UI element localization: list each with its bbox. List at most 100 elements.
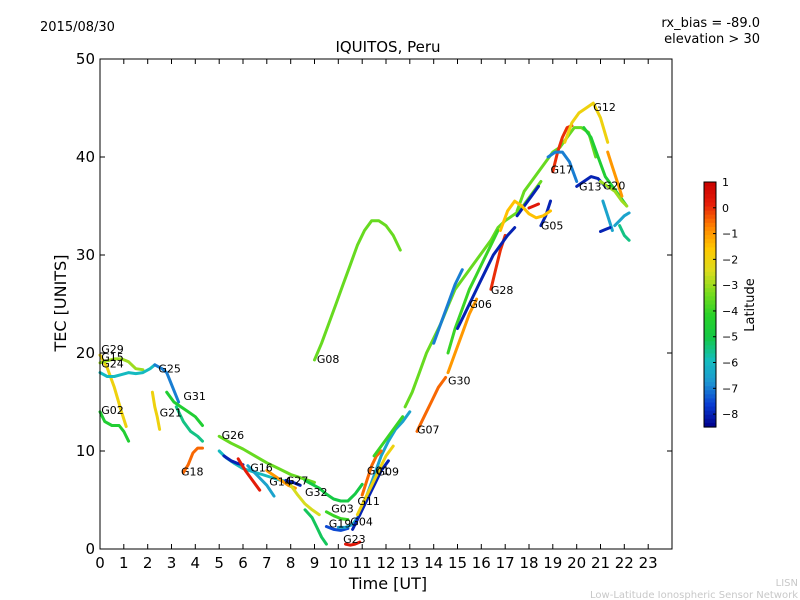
colorbar-tick-label: 0 (722, 202, 729, 215)
x-tick-label: 18 (519, 554, 538, 572)
y-tick-label: 40 (76, 148, 95, 166)
satellite-label: G17 (551, 164, 574, 177)
colorbar-segment (704, 263, 716, 269)
x-tick-label: 23 (639, 554, 658, 572)
x-tick-label: 2 (143, 554, 153, 572)
series-g09b-line (372, 415, 405, 458)
x-tick-label: 21 (591, 554, 610, 572)
satellite-label: G16 (250, 462, 273, 475)
series-g16c-line (236, 457, 262, 492)
colorbar-segment (704, 202, 716, 208)
colorbar-segment (704, 267, 716, 273)
y-axis-label: TEC [UNITS] (51, 255, 70, 353)
satellite-label: G30 (448, 374, 471, 387)
colorbar-tick-label: −5 (722, 331, 738, 344)
colorbar-tick-label: −8 (722, 408, 738, 421)
colorbar-segment (704, 280, 716, 285)
colorbar-segment (704, 406, 716, 412)
colorbar-segment (704, 312, 716, 318)
y-tick-label: 0 (85, 540, 95, 558)
series-g20d-line (618, 224, 631, 242)
satellite-label: G03 (331, 503, 354, 516)
colorbar-frame (703, 181, 717, 428)
series-g30-line (446, 297, 479, 375)
colorbar-segment (704, 373, 716, 379)
series-g12-line (563, 101, 610, 144)
x-tick-label: 11 (353, 554, 372, 572)
colorbar-segment (704, 271, 716, 277)
series-g07-line (415, 376, 448, 433)
series-g31b-line (174, 405, 204, 443)
colorbar-segment (704, 243, 716, 248)
x-tick-label: 5 (214, 554, 224, 572)
colorbar-segment (704, 251, 716, 257)
series-g11-line (351, 459, 390, 531)
satellite-label: G04 (350, 516, 373, 529)
series-g08-line (313, 219, 402, 362)
colorbar-segment (704, 206, 716, 212)
colorbar-segment (704, 218, 716, 224)
data-marks (98, 101, 631, 547)
series-g04-line (336, 410, 412, 529)
x-tick-label: 15 (448, 554, 467, 572)
satellite-label: G25 (158, 363, 181, 376)
series-g23-line (344, 540, 362, 547)
colorbar: 1 0 −1 −2 −3 −4 −5 −6 −7 −8 (703, 176, 738, 428)
colorbar-segment (704, 345, 716, 351)
series-g05b-line (527, 202, 540, 210)
series-g18-line (181, 446, 204, 475)
satellite-label: G19 (329, 517, 352, 530)
colorbar-segment (704, 410, 716, 416)
colorbar-segment (704, 329, 716, 334)
x-tick-label: 4 (191, 554, 201, 572)
series-g29-line (98, 353, 128, 428)
satellite-labels: G29G15G24G02G25G21G31G18G26G16G14G27G32G… (101, 101, 625, 546)
colorbar-segment (704, 275, 716, 281)
satellite-label: G02 (101, 404, 124, 417)
colorbar-segment (704, 292, 716, 297)
series-g32-line (289, 483, 321, 517)
x-tick-label: 6 (238, 554, 248, 572)
colorbar-segment (704, 222, 716, 228)
colorbar-tick-label: −4 (722, 305, 738, 318)
x-axis-label: Time [UT] (348, 574, 427, 593)
colorbar-segment (704, 210, 716, 216)
series-g09-line (355, 444, 395, 517)
axes: 0 1 2 3 4 5 6 7 8 9 10 11 12 13 14 15 16 17 18 19 20 21 22 2301… (76, 50, 673, 572)
rx-bias-label: rx_bias = -89.0 (661, 16, 760, 31)
colorbar-tick-label: −1 (722, 228, 738, 241)
series-g28c-line (456, 226, 517, 330)
colorbar-segment (704, 194, 716, 199)
satellite-label: G13 (579, 180, 602, 193)
satellite-label: G06 (469, 298, 492, 311)
satellite-label: G09 (377, 466, 400, 479)
colorbar-tick-label: −2 (722, 253, 738, 266)
chart-title: IQUITOS, Peru (335, 38, 440, 56)
series-g24-line (98, 363, 157, 378)
plot-background (100, 59, 672, 549)
x-tick-label: 16 (472, 554, 491, 572)
colorbar-segment (704, 300, 716, 306)
series-g32c-line (303, 508, 328, 546)
series-g15-line (98, 357, 145, 372)
plot-area (100, 59, 672, 549)
y-tick-label: 10 (76, 442, 95, 460)
colorbar-segment (704, 259, 716, 265)
satellite-label: G07 (417, 423, 440, 436)
satellite-label: G01 (367, 465, 390, 478)
colorbar-segment (704, 378, 716, 383)
x-tick-label: 10 (329, 554, 348, 572)
colorbar-segment (704, 390, 716, 395)
colorbar-tick-label: −3 (722, 279, 738, 292)
x-tick-label: 19 (543, 554, 562, 572)
colorbar-segment (704, 369, 716, 375)
colorbar-segment (704, 186, 716, 191)
series-g28b-line (432, 268, 464, 345)
y-tick-label: 30 (76, 246, 95, 264)
satellite-label: G28 (491, 284, 514, 297)
x-tick-label: 7 (262, 554, 272, 572)
colorbar-segment (704, 182, 716, 187)
satellite-label: G12 (593, 101, 616, 114)
colorbar-tick-label: −7 (722, 382, 738, 395)
